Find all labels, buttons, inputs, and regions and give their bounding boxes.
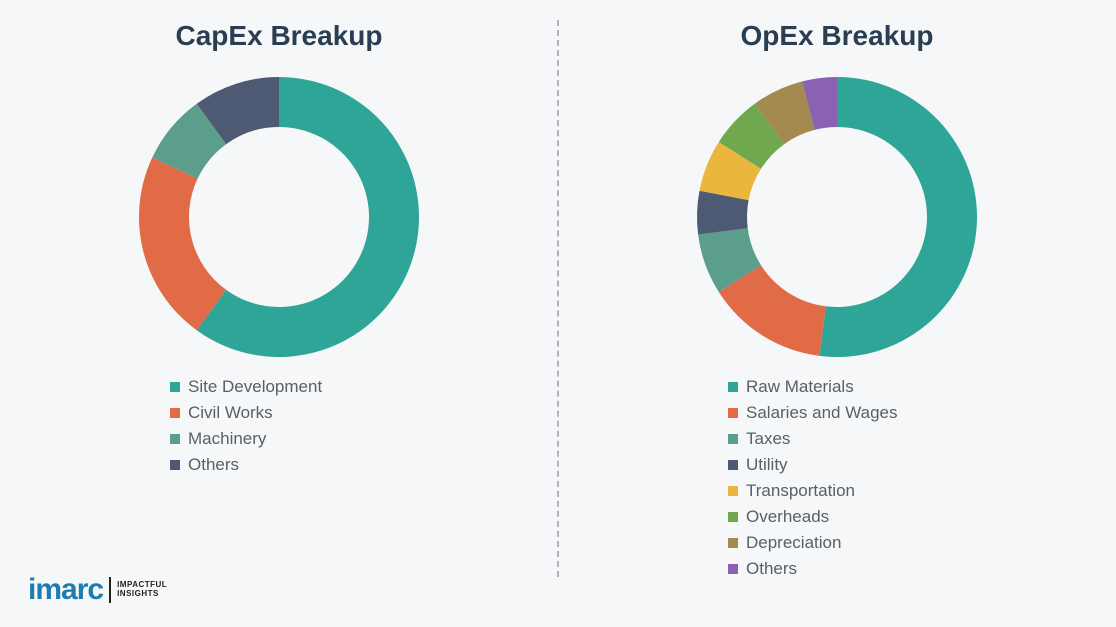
legend-item: Utility: [728, 455, 898, 475]
legend-label: Overheads: [746, 507, 829, 527]
capex-legend: Site Development Civil Works Machinery Othe…: [170, 377, 322, 481]
chart-container: CapEx Breakup Site Development Civil Work…: [0, 0, 1116, 627]
legend-marker: [728, 408, 738, 418]
logo-main-text: imarc: [28, 573, 103, 607]
capex-panel: CapEx Breakup Site Development Civil Work…: [0, 0, 558, 627]
legend-item: Site Development: [170, 377, 322, 397]
legend-item: Others: [170, 455, 322, 475]
legend-label: Others: [188, 455, 239, 475]
legend-label: Depreciation: [746, 533, 841, 553]
legend-label: Utility: [746, 455, 788, 475]
legend-label: Salaries and Wages: [746, 403, 898, 423]
donut-slice: [819, 77, 977, 357]
opex-legend: Raw Materials Salaries and Wages Taxes Util…: [728, 377, 898, 585]
logo-tagline: IMPACTFUL INSIGHTS: [117, 581, 167, 599]
legend-item: Machinery: [170, 429, 322, 449]
legend-item: Transportation: [728, 481, 898, 501]
capex-donut: [129, 67, 429, 367]
opex-title: OpEx Breakup: [741, 20, 934, 52]
legend-label: Others: [746, 559, 797, 579]
legend-label: Transportation: [746, 481, 855, 501]
legend-marker: [728, 486, 738, 496]
legend-item: Overheads: [728, 507, 898, 527]
legend-item: Raw Materials: [728, 377, 898, 397]
brand-logo: imarc IMPACTFUL INSIGHTS: [28, 573, 167, 607]
logo-separator: [109, 577, 111, 603]
legend-label: Site Development: [188, 377, 322, 397]
legend-label: Machinery: [188, 429, 266, 449]
logo-tag-line2: INSIGHTS: [117, 589, 159, 598]
legend-item: Taxes: [728, 429, 898, 449]
legend-marker: [728, 564, 738, 574]
legend-item: Salaries and Wages: [728, 403, 898, 423]
legend-marker: [170, 408, 180, 418]
legend-item: Others: [728, 559, 898, 579]
donut-slice: [139, 157, 226, 330]
legend-marker: [170, 382, 180, 392]
legend-label: Civil Works: [188, 403, 273, 423]
legend-item: Civil Works: [170, 403, 322, 423]
legend-marker: [728, 512, 738, 522]
legend-marker: [728, 460, 738, 470]
legend-marker: [728, 434, 738, 444]
logo-tag-line1: IMPACTFUL: [117, 580, 167, 589]
legend-marker: [728, 382, 738, 392]
legend-label: Raw Materials: [746, 377, 854, 397]
legend-marker: [170, 434, 180, 444]
opex-donut: [687, 67, 987, 367]
legend-marker: [170, 460, 180, 470]
capex-title: CapEx Breakup: [176, 20, 383, 52]
legend-item: Depreciation: [728, 533, 898, 553]
opex-panel: OpEx Breakup Raw Materials Salaries and W…: [558, 0, 1116, 627]
legend-label: Taxes: [746, 429, 790, 449]
legend-marker: [728, 538, 738, 548]
panel-divider: [557, 20, 559, 577]
